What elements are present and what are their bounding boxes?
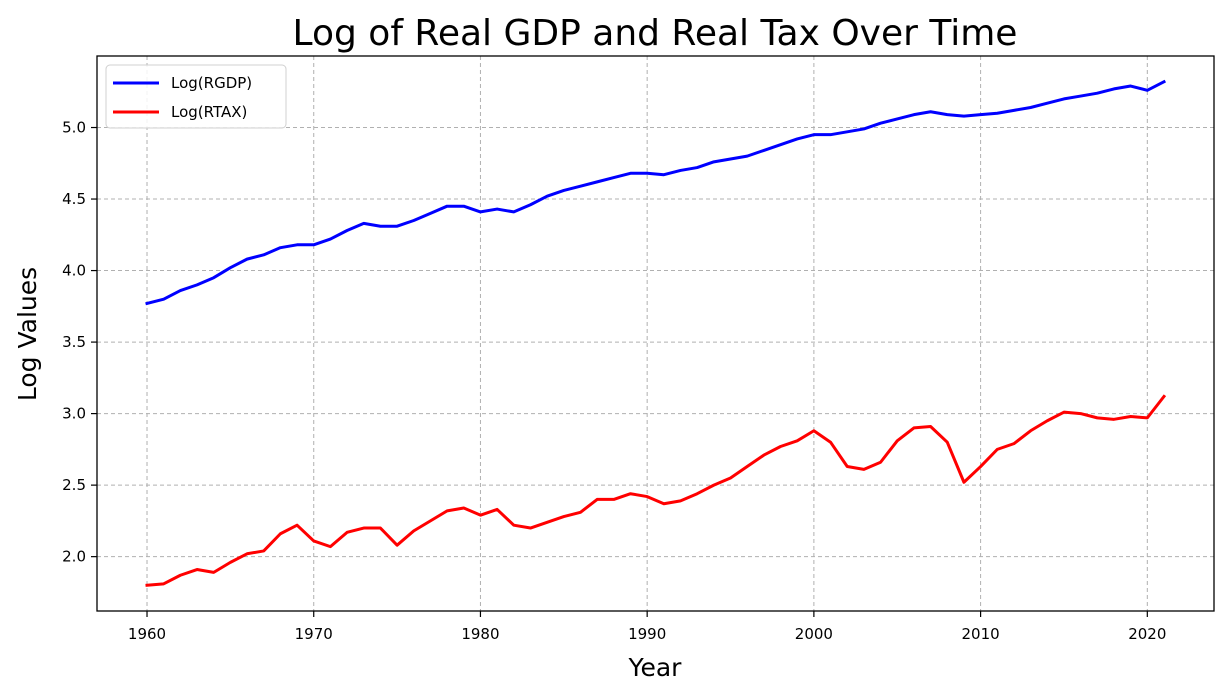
legend: Log(RGDP) Log(RTAX) (105, 64, 287, 129)
series-line-1 (145, 394, 1167, 587)
x-tick-label: 1990 (628, 625, 666, 643)
plot-area-frame (96, 55, 1215, 612)
x-tick-label: 2020 (1128, 625, 1166, 643)
legend-label: Log(RGDP) (171, 74, 252, 92)
series-line-0 (145, 79, 1167, 306)
y-tick-label: 3.0 (62, 405, 86, 423)
grid (97, 56, 1214, 611)
series-lines (145, 79, 1167, 587)
x-tick-label: 2010 (962, 625, 1000, 643)
x-tick-label: 1960 (128, 625, 166, 643)
x-tick-label: 1980 (461, 625, 499, 643)
y-axis-label: Log Values (13, 267, 42, 401)
x-axis-label: Year (628, 653, 683, 682)
y-tick-label: 4.5 (62, 190, 86, 208)
legend-label: Log(RTAX) (171, 103, 247, 121)
x-axis-ticks: 1960 1970 1980 1990 2000 2010 2020 (128, 611, 1166, 643)
x-tick-label: 2000 (795, 625, 833, 643)
y-tick-label: 3.5 (62, 333, 86, 351)
y-tick-label: 5.0 (62, 119, 86, 137)
y-axis-ticks: 2.0 2.5 3.0 3.5 4.0 4.5 5.0 (62, 119, 97, 566)
x-tick-label: 1970 (295, 625, 333, 643)
y-tick-label: 2.0 (62, 548, 86, 566)
y-tick-label: 2.5 (62, 476, 86, 494)
y-tick-label: 4.0 (62, 262, 86, 280)
chart-title: Log of Real GDP and Real Tax Over Time (293, 13, 1018, 54)
